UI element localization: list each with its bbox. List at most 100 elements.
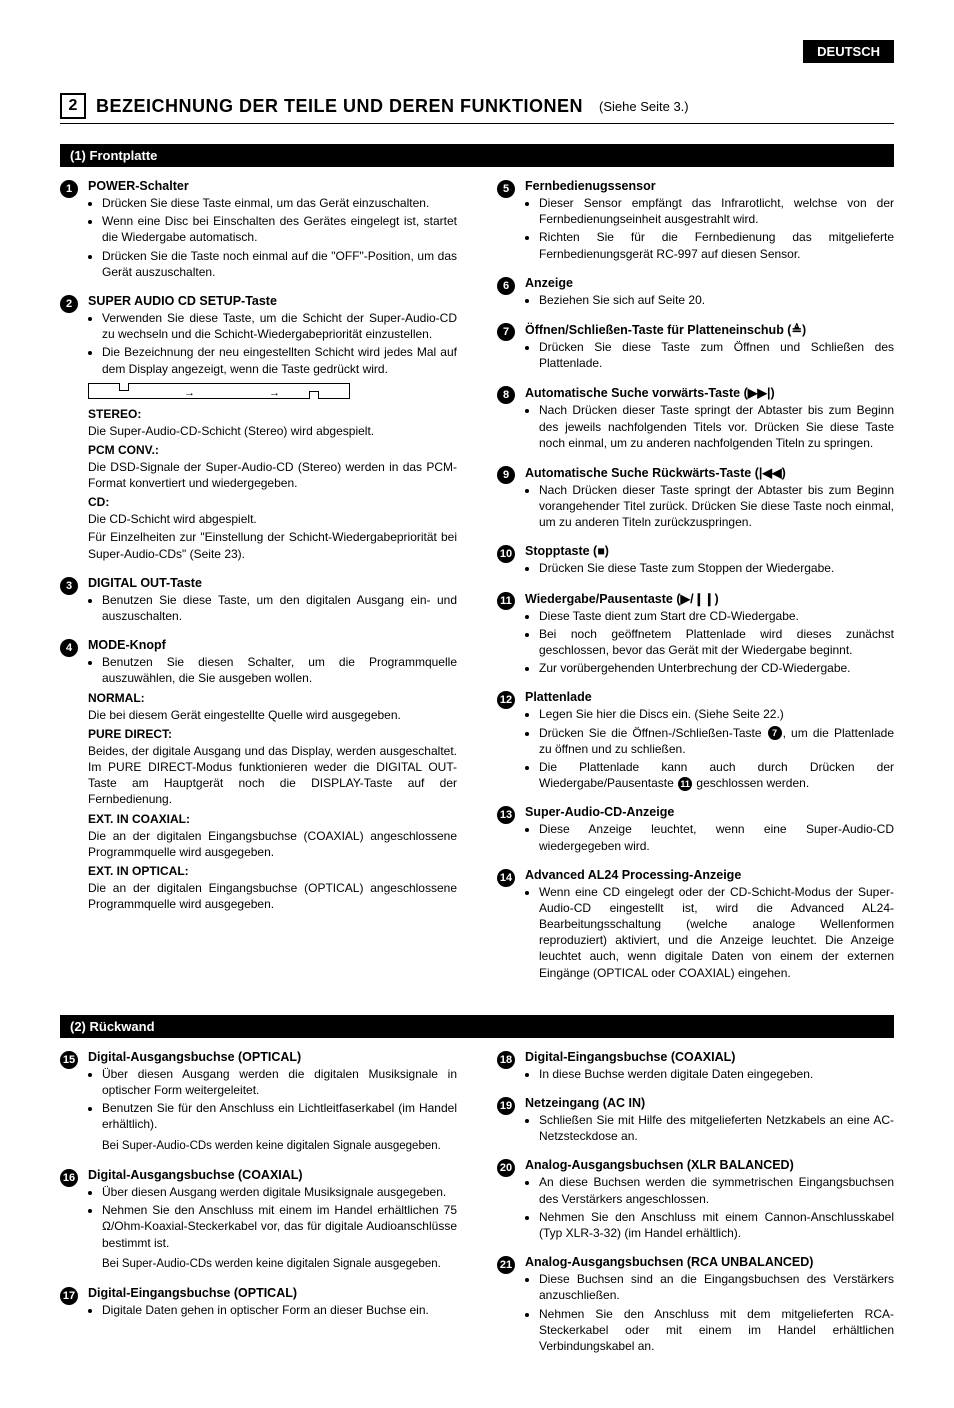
section-frontplatte: (1) Frontplatte (60, 144, 894, 167)
bullet: Diese Buchsen sind an die Eingangsbuchse… (539, 1271, 894, 1303)
bullet: Benutzen Sie diesen Schalter, um die Pro… (102, 654, 457, 686)
item-title: Wiedergabe/Pausentaste (▶/❙❙) (525, 591, 894, 606)
bullet: Schließen Sie mit Hilfe des mitgeliefert… (539, 1112, 894, 1144)
sub-text: Die Super-Audio-CD-Schicht (Stereo) wird… (88, 423, 457, 439)
bullet: Benutzen Sie diese Taste, um den digital… (102, 592, 457, 624)
num-17-icon: 17 (60, 1287, 78, 1305)
bullet: Die Plattenlade kann auch durch Drücken … (539, 759, 894, 791)
mode-cycle-diagram: → → (88, 383, 350, 399)
item-rca-out: 21 Analog-Ausgangsbuchsen (RCA UNBALANCE… (497, 1255, 894, 1356)
bullet: In diese Buchse werden digitale Daten ei… (539, 1066, 894, 1082)
item-open-close: 7 Öffnen/Schließen-Taste für Platteneins… (497, 322, 894, 373)
item-title: Anzeige (525, 276, 894, 290)
item-stop: 10 Stopptaste (■) Drücken Sie diese Tast… (497, 544, 894, 578)
item-al24: 14 Advanced AL24 Processing-Anzeige Wenn… (497, 868, 894, 983)
bullet: An diese Buchsen werden die symmetrische… (539, 1174, 894, 1206)
bullet: Nach Drücken dieser Taste springt der Ab… (539, 402, 894, 451)
num-6-icon: 6 (497, 277, 515, 295)
sub-text: Die CD-Schicht wird abgespielt. (88, 511, 457, 527)
num-4-icon: 4 (60, 639, 78, 657)
sub-label: CD: (88, 495, 457, 509)
num-9-icon: 9 (497, 466, 515, 484)
sub-text: Beides, der digitale Ausgang und das Dis… (88, 743, 457, 808)
item-title: Netzeingang (AC IN) (525, 1096, 894, 1110)
ref-11-icon: 11 (678, 777, 692, 791)
bullet: Legen Sie hier die Discs ein. (Siehe Sei… (539, 706, 894, 722)
item-title: Digital-Ausgangsbuchse (COAXIAL) (88, 1168, 457, 1182)
item-title: Digital-Eingangsbuchse (OPTICAL) (88, 1286, 457, 1300)
num-2-icon: 2 (60, 295, 78, 313)
item-sacd-indicator: 13 Super-Audio-CD-Anzeige Diese Anzeige … (497, 805, 894, 855)
sub-text: Die bei diesem Gerät eingestellte Quelle… (88, 707, 457, 723)
bullet: Benutzen Sie für den Anschluss ein Licht… (102, 1100, 457, 1132)
item-title: Plattenlade (525, 690, 894, 704)
sub-label: EXT. IN COAXIAL: (88, 812, 457, 826)
item-skip-back: 9 Automatische Suche Rückwärts-Taste (|◀… (497, 465, 894, 533)
bullet: Diese Taste dient zum Start dre CD-Wiede… (539, 608, 894, 624)
heading-title: BEZEICHNUNG DER TEILE UND DEREN FUNKTION… (96, 96, 583, 117)
item-display: 6 Anzeige Beziehen Sie sich auf Seite 20… (497, 276, 894, 310)
heading-number: 2 (60, 93, 86, 119)
item-title: POWER-Schalter (88, 179, 457, 193)
bullet: Wenn eine CD eingelegt oder der CD-Schic… (539, 884, 894, 981)
sub-text: Für Einzelheiten zur "Einstellung der Sc… (88, 529, 457, 561)
bullet: Drücken Sie die Öffnen-/Schließen-Taste … (539, 725, 894, 757)
num-12-icon: 12 (497, 691, 515, 709)
item-title: Automatische Suche vorwärts-Taste (▶▶|) (525, 385, 894, 400)
note: Bei Super-Audio-CDs werden keine digital… (102, 1257, 457, 1273)
sub-text: Die an der digitalen Eingangsbuchse (COA… (88, 828, 457, 860)
item-title: SUPER AUDIO CD SETUP-Taste (88, 294, 457, 308)
item-digital-in-optical: 17 Digital-Eingangsbuchse (OPTICAL) Digi… (60, 1286, 457, 1320)
item-title: Fernbedienugssensor (525, 179, 894, 193)
num-8-icon: 8 (497, 386, 515, 404)
num-21-icon: 21 (497, 1256, 515, 1274)
item-power: 1 POWER-Schalter Drücken Sie diese Taste… (60, 179, 457, 282)
bullet: Drücken Sie diese Taste zum Öffnen und S… (539, 339, 894, 371)
item-title: Advanced AL24 Processing-Anzeige (525, 868, 894, 882)
num-18-icon: 18 (497, 1051, 515, 1069)
num-11-icon: 11 (497, 592, 515, 610)
item-skip-fwd: 8 Automatische Suche vorwärts-Taste (▶▶|… (497, 385, 894, 453)
item-digital-out: 3 DIGITAL OUT-Taste Benutzen Sie diese T… (60, 576, 457, 626)
item-sacd-setup: 2 SUPER AUDIO CD SETUP-Taste Verwenden S… (60, 294, 457, 564)
bullet: Nehmen Sie den Anschluss mit einem im Ha… (102, 1202, 457, 1251)
item-tray: 12 Plattenlade Legen Sie hier die Discs … (497, 690, 894, 793)
main-heading: 2 BEZEICHNUNG DER TEILE UND DEREN FUNKTI… (60, 93, 894, 124)
language-badge: DEUTSCH (803, 40, 894, 63)
item-ac-in: 19 Netzeingang (AC IN) Schließen Sie mit… (497, 1096, 894, 1146)
sub-label: STEREO: (88, 407, 457, 421)
item-title: DIGITAL OUT-Taste (88, 576, 457, 590)
ref-7-icon: 7 (768, 726, 782, 740)
bullet: Über diesen Ausgang werden digitale Musi… (102, 1184, 457, 1200)
item-title: MODE-Knopf (88, 638, 457, 652)
num-5-icon: 5 (497, 180, 515, 198)
note: Bei Super-Audio-CDs werden keine digital… (102, 1139, 457, 1155)
bullet: Verwenden Sie diese Taste, um die Schich… (102, 310, 457, 342)
bullet: Nehmen Sie den Anschluss mit einem Canno… (539, 1209, 894, 1241)
num-19-icon: 19 (497, 1097, 515, 1115)
item-remote-sensor: 5 Fernbedienugssensor Dieser Sensor empf… (497, 179, 894, 264)
sub-text: Die DSD-Signale der Super-Audio-CD (Ster… (88, 459, 457, 491)
num-10-icon: 10 (497, 545, 515, 563)
sub-label: EXT. IN OPTICAL: (88, 864, 457, 878)
item-title: Automatische Suche Rückwärts-Taste (|◀◀) (525, 465, 894, 480)
sub-label: NORMAL: (88, 691, 457, 705)
bullet: Nach Drücken dieser Taste springt der Ab… (539, 482, 894, 531)
item-title: Digital-Eingangsbuchse (COAXIAL) (525, 1050, 894, 1064)
num-3-icon: 3 (60, 577, 78, 595)
item-title: Öffnen/Schließen-Taste für Platteneinsch… (525, 322, 894, 337)
bullet: Drücken Sie diese Taste einmal, um das G… (102, 195, 457, 211)
bullet: Diese Anzeige leuchtet, wenn eine Super-… (539, 821, 894, 853)
num-20-icon: 20 (497, 1159, 515, 1177)
bullet: Zur vorübergehenden Unterbrechung der CD… (539, 660, 894, 676)
item-play-pause: 11 Wiedergabe/Pausentaste (▶/❙❙) Diese T… (497, 591, 894, 679)
bullet: Digitale Daten gehen in optischer Form a… (102, 1302, 457, 1318)
bullet: Bei noch geöffnetem Plattenlade wird die… (539, 626, 894, 658)
sub-text: Die an der digitalen Eingangsbuchse (OPT… (88, 880, 457, 912)
bullet: Dieser Sensor empfängt das Infrarotlicht… (539, 195, 894, 227)
sub-label: PURE DIRECT: (88, 727, 457, 741)
item-title: Digital-Ausgangsbuchse (OPTICAL) (88, 1050, 457, 1064)
item-mode-knob: 4 MODE-Knopf Benutzen Sie diesen Schalte… (60, 638, 457, 914)
bullet: Wenn eine Disc bei Einschalten des Gerät… (102, 213, 457, 245)
heading-ref: (Siehe Seite 3.) (599, 99, 689, 114)
